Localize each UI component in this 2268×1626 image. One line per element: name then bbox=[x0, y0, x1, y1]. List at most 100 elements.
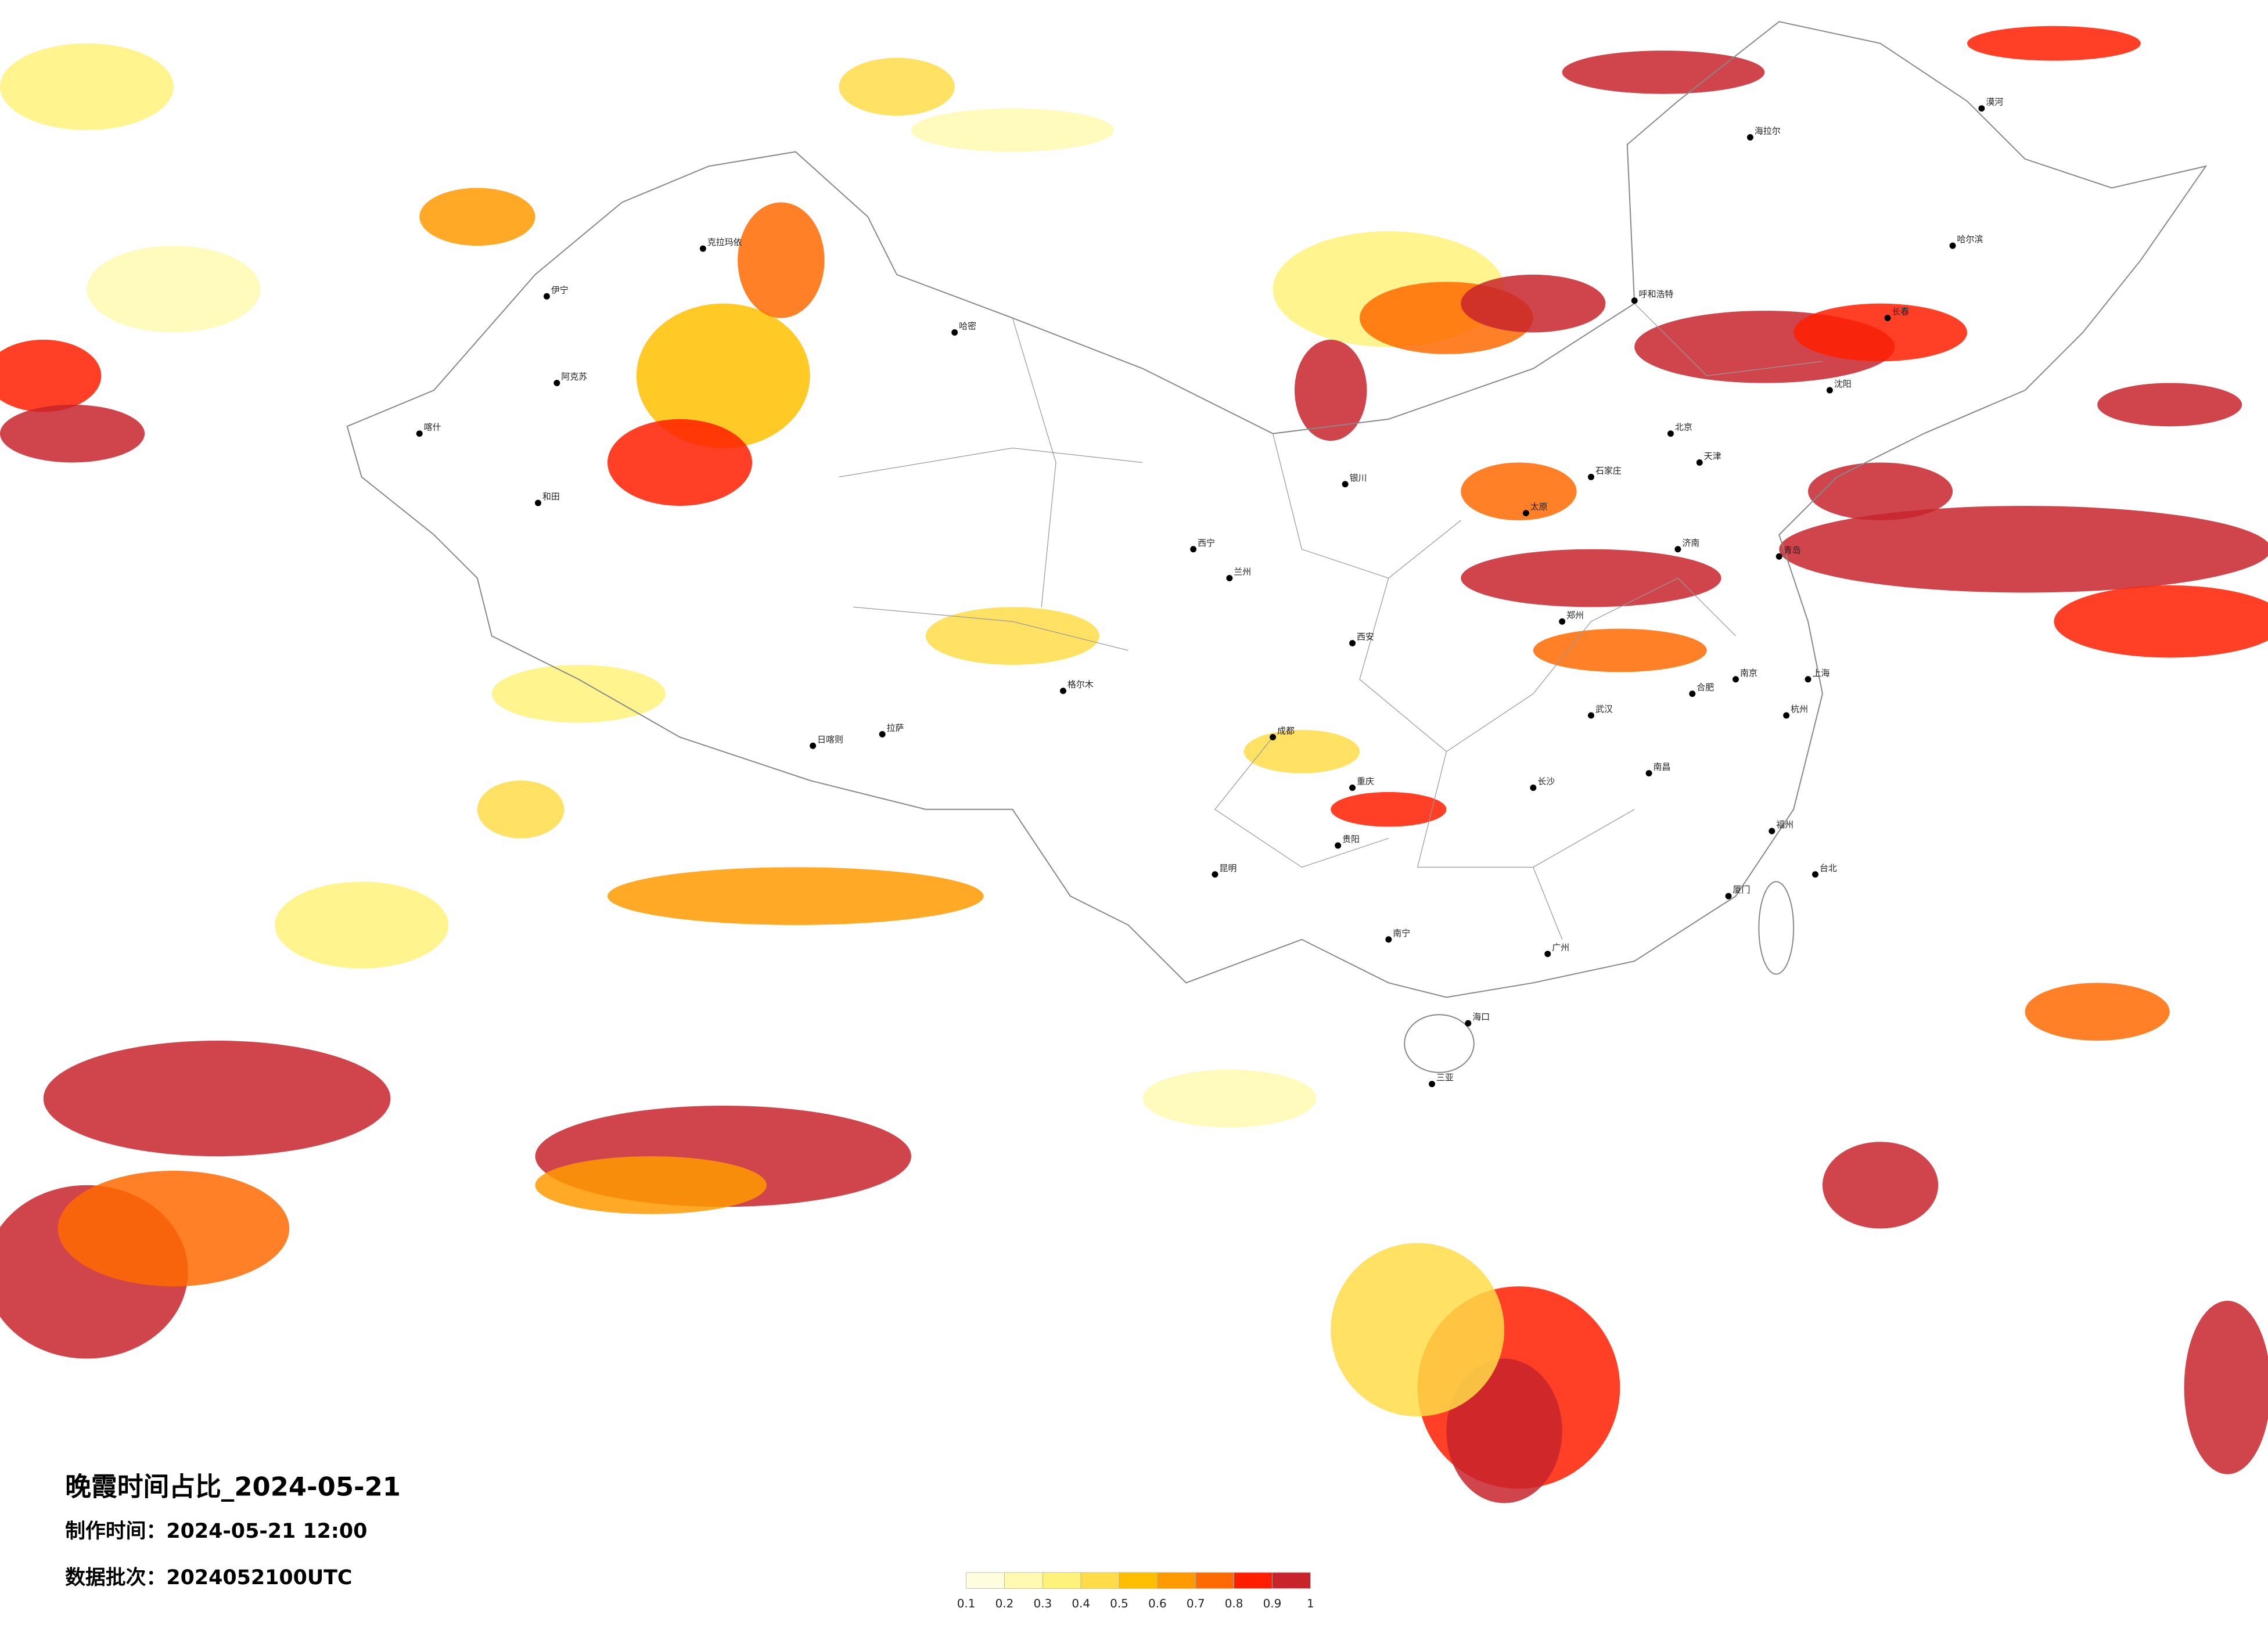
field-blob bbox=[0, 43, 174, 131]
colorbar-label: 0.4 bbox=[1072, 1597, 1090, 1610]
city-dot bbox=[1587, 712, 1594, 719]
colorbar-swatch bbox=[1157, 1572, 1196, 1589]
city-dot bbox=[543, 293, 550, 300]
city-dot bbox=[1805, 676, 1811, 683]
city-dot bbox=[1949, 242, 1956, 249]
city-label: 天津 bbox=[1704, 451, 1721, 461]
island-outline bbox=[1404, 1014, 1475, 1073]
map-title: 晚霞时间占比_2024-05-21 bbox=[65, 1472, 401, 1502]
city-label: 西宁 bbox=[1198, 538, 1215, 548]
colorbar-label: 0.6 bbox=[1148, 1597, 1167, 1610]
city-label: 石家庄 bbox=[1595, 465, 1622, 476]
city-dot bbox=[810, 742, 817, 749]
city-label: 台北 bbox=[1820, 863, 1837, 873]
city-label: 武汉 bbox=[1595, 704, 1613, 714]
city-label: 济南 bbox=[1682, 538, 1699, 548]
city-dot bbox=[1884, 315, 1891, 322]
city-label: 阿克苏 bbox=[561, 372, 587, 382]
city-label: 福州 bbox=[1776, 819, 1793, 830]
city-dot bbox=[1631, 297, 1638, 304]
colorbar-label: 0.8 bbox=[1225, 1597, 1243, 1610]
city-label: 哈尔滨 bbox=[1957, 234, 1983, 244]
city-dot bbox=[1667, 430, 1674, 437]
city-dot bbox=[1335, 842, 1342, 849]
city-label: 西安 bbox=[1357, 632, 1374, 642]
field-blob bbox=[57, 1171, 290, 1287]
city-label: 上海 bbox=[1813, 668, 1830, 678]
city-label: 喀什 bbox=[424, 422, 441, 433]
field-blob bbox=[535, 1156, 767, 1214]
city-dot bbox=[1212, 871, 1219, 878]
island-outline bbox=[1758, 881, 1795, 975]
colorbar-label: 0.7 bbox=[1187, 1597, 1205, 1610]
colorbar-swatch bbox=[1119, 1572, 1158, 1589]
city-dot bbox=[553, 380, 560, 387]
colorbar-swatch bbox=[1080, 1572, 1120, 1589]
field-blob bbox=[419, 188, 535, 246]
city-dot bbox=[1746, 134, 1753, 141]
field-blob bbox=[275, 882, 449, 969]
city-label: 哈密 bbox=[959, 321, 976, 331]
city-label: 克拉玛依 bbox=[707, 237, 742, 247]
city-label: 伊宁 bbox=[551, 285, 569, 295]
city-dot bbox=[1645, 770, 1652, 777]
city-dot bbox=[1812, 871, 1818, 878]
city-label: 贵阳 bbox=[1342, 834, 1360, 844]
city-dot bbox=[1429, 1081, 1436, 1088]
city-label: 银川 bbox=[1350, 473, 1367, 483]
colorbar-swatch bbox=[966, 1572, 1005, 1589]
city-label: 昆明 bbox=[1219, 863, 1237, 873]
field-blob bbox=[1142, 1069, 1317, 1128]
field-blob bbox=[87, 246, 261, 333]
field-blob bbox=[839, 57, 955, 116]
colorbar-swatch bbox=[1004, 1572, 1043, 1589]
field-blob bbox=[1793, 303, 1967, 362]
field-blob bbox=[1461, 274, 1606, 333]
field-blob bbox=[1779, 506, 2268, 593]
city-dot bbox=[699, 245, 706, 252]
colorbar-label: 0.1 bbox=[957, 1597, 976, 1610]
city-dot bbox=[1674, 546, 1681, 553]
city-label: 广州 bbox=[1552, 942, 1569, 953]
field-blob bbox=[2054, 585, 2268, 658]
field-blob bbox=[1331, 792, 1447, 827]
city-label: 长沙 bbox=[1537, 776, 1555, 786]
field-blob bbox=[1331, 1243, 1505, 1417]
colorbar-swatch bbox=[1195, 1572, 1234, 1589]
city-label: 合肥 bbox=[1696, 682, 1714, 693]
city-label: 海口 bbox=[1472, 1012, 1490, 1022]
city-dot bbox=[951, 329, 958, 336]
field-blob bbox=[491, 664, 666, 723]
colorbar: 0.1 0.2 0.3 0.4 0.5 0.6 0.7 0.8 0.9 1 bbox=[957, 1572, 1314, 1610]
made-time: 制作时间：2024-05-21 12:00 bbox=[65, 1520, 367, 1543]
city-dot bbox=[1190, 546, 1197, 553]
field-blob bbox=[607, 419, 753, 506]
field-blob bbox=[925, 607, 1099, 665]
city-label: 长春 bbox=[1892, 307, 1909, 317]
colorbar-label: 0.5 bbox=[1110, 1597, 1128, 1610]
field-blob bbox=[0, 339, 102, 412]
colorbar-label: 0.3 bbox=[1033, 1597, 1052, 1610]
city-dot bbox=[1226, 575, 1233, 582]
city-dot bbox=[1059, 688, 1066, 695]
city-dot bbox=[1385, 936, 1392, 943]
city-label: 南昌 bbox=[1654, 762, 1671, 772]
city-dot bbox=[416, 430, 423, 437]
field-blob bbox=[738, 202, 825, 318]
city-label: 日喀则 bbox=[817, 734, 843, 744]
colorbar-swatch bbox=[1272, 1572, 1311, 1589]
city-label: 拉萨 bbox=[887, 722, 904, 733]
city-dot bbox=[1978, 105, 1985, 112]
field-blob bbox=[2025, 983, 2170, 1041]
city-dot bbox=[879, 731, 886, 738]
colorbar-label: 1 bbox=[1307, 1597, 1314, 1610]
city-label: 郑州 bbox=[1566, 610, 1584, 620]
city-label: 兰州 bbox=[1234, 567, 1251, 577]
city-label: 沈阳 bbox=[1834, 379, 1852, 389]
field-blob bbox=[1967, 26, 2141, 61]
city-dot bbox=[1530, 784, 1537, 791]
field-blob bbox=[1461, 549, 1721, 607]
city-label: 南京 bbox=[1740, 668, 1757, 678]
